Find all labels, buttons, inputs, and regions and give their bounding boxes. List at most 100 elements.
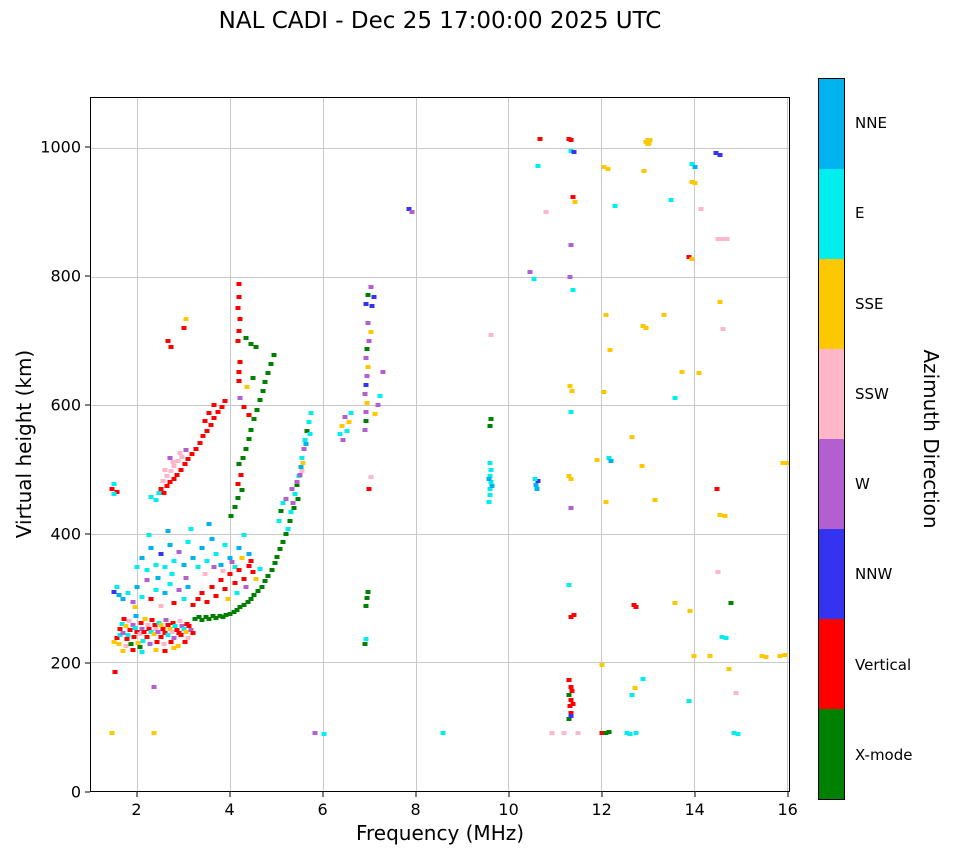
data-point [134,584,140,589]
data-point [713,151,719,156]
data-point [246,552,252,557]
data-point [782,652,788,657]
data-point [218,578,224,583]
data-point [181,326,187,331]
y-tick-mark [85,404,90,406]
data-point [572,200,578,205]
data-point [726,666,732,671]
data-point [364,596,370,601]
data-point [299,468,305,473]
data-point [168,639,174,644]
data-point [339,423,345,428]
y-gridline [91,148,789,150]
data-point [679,369,685,374]
data-point [190,602,196,607]
data-point [568,615,574,620]
data-point [183,316,189,321]
data-point [486,476,492,481]
data-point [728,601,734,606]
data-point [363,637,369,642]
data-point [158,486,164,491]
colorbar-segment-x-mode [819,709,844,799]
data-point [661,313,667,318]
data-point [566,583,572,588]
data-point [238,472,244,477]
data-point [641,168,647,173]
x-tick-mark [229,792,231,797]
data-point [237,605,243,610]
data-point [488,480,494,485]
data-point [227,611,233,616]
data-point [561,731,567,736]
data-point [199,546,205,550]
data-point [144,634,150,639]
data-point [220,569,226,574]
data-point [239,556,245,561]
data-point [784,461,789,466]
data-point [260,389,266,394]
data-point [171,558,177,563]
data-point [567,704,573,709]
data-point [253,345,259,350]
x-gridline [786,98,788,791]
data-point [244,385,250,390]
data-point [219,404,225,409]
data-point [643,326,649,331]
data-point [363,603,369,608]
data-point [645,138,651,143]
data-point [215,409,221,414]
data-point [169,629,175,634]
data-point [368,330,374,334]
data-point [163,618,169,622]
data-point [222,399,228,404]
data-point [537,136,543,141]
y-tick-mark [85,275,90,277]
data-point [531,277,537,282]
data-point [489,484,495,489]
data-point [222,587,228,592]
data-point [132,605,138,610]
data-point [177,450,183,455]
data-point [566,692,572,697]
colorbar-segment-w [819,439,844,529]
colorbar-segment-sse [819,259,844,349]
data-point [566,136,572,141]
data-point [210,614,215,619]
data-point [294,483,300,487]
data-point [363,418,369,423]
data-point [165,623,171,628]
data-point [363,409,369,414]
data-point [763,655,769,660]
data-point [568,506,574,511]
data-point [717,300,723,305]
colorbar-bar [818,78,845,800]
data-point [696,371,702,376]
data-point [568,684,574,689]
data-point [213,616,219,621]
data-point [687,608,693,613]
data-point [148,546,154,550]
data-point [303,441,309,446]
data-point [488,332,494,337]
data-point [161,642,167,647]
data-point [280,501,286,505]
data-point [271,353,277,358]
data-point [606,729,612,734]
y-tick-mark [85,146,90,148]
data-point [603,313,609,318]
data-point [142,616,148,621]
data-point [377,394,383,399]
data-point [111,492,117,496]
data-point [601,390,607,395]
x-gridline [415,98,417,791]
data-point [722,513,728,518]
data-point [128,642,134,647]
data-point [571,150,577,154]
data-point [162,630,168,635]
data-point [175,458,181,463]
data-point [169,571,175,576]
y-tick-label: 400 [50,524,81,544]
data-point [151,632,157,637]
data-point [241,602,247,607]
